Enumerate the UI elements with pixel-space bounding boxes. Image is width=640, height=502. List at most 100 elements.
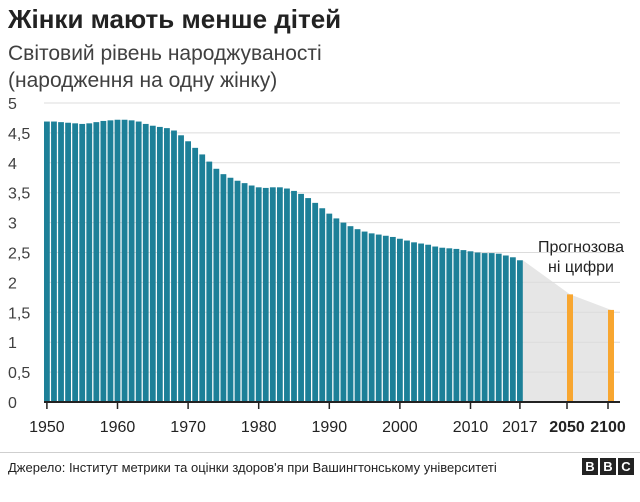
bar-1964 bbox=[142, 123, 149, 403]
bar-1967 bbox=[164, 128, 170, 402]
bar-1982 bbox=[269, 187, 276, 402]
forecast-bar-2050 bbox=[567, 294, 573, 402]
x-tick-label: 2100 bbox=[590, 419, 626, 436]
y-tick-label: 0,5 bbox=[8, 365, 30, 382]
x-tick-label: 1960 bbox=[100, 419, 136, 436]
bar-1990 bbox=[326, 213, 333, 402]
forecast-annotation: Прогнозова bbox=[538, 239, 624, 256]
x-tick-label: 2010 bbox=[453, 419, 489, 436]
bar-1955 bbox=[79, 123, 86, 403]
y-tick-label: 5 bbox=[8, 96, 17, 113]
chart-subtitle: Світовий рівень народжуваності (народжен… bbox=[8, 40, 322, 94]
x-tick-label: 1970 bbox=[170, 419, 206, 436]
bar-1950 bbox=[44, 121, 50, 403]
bar-1965 bbox=[149, 125, 156, 402]
bar-2014 bbox=[495, 253, 502, 402]
bar-1973 bbox=[206, 161, 213, 402]
bar-2013 bbox=[488, 253, 495, 402]
bar-1972 bbox=[199, 154, 206, 402]
y-tick-label: 1 bbox=[8, 335, 17, 352]
bar-2017 bbox=[517, 260, 523, 402]
bar-1997 bbox=[375, 234, 382, 402]
x-tick-label: 1980 bbox=[241, 419, 277, 436]
bar-2016 bbox=[509, 257, 516, 402]
y-tick-label: 3,5 bbox=[8, 186, 30, 203]
bar-1995 bbox=[361, 231, 368, 402]
chart-title: Жінки мають менше дітей bbox=[8, 4, 342, 34]
y-tick-label: 0 bbox=[8, 395, 17, 412]
bar-1978 bbox=[241, 183, 248, 402]
bar-1984 bbox=[284, 188, 290, 402]
y-tick-label: 3 bbox=[8, 216, 17, 233]
bar-1958 bbox=[100, 120, 107, 402]
y-tick-label: 1,5 bbox=[8, 305, 30, 322]
bar-1999 bbox=[389, 236, 396, 402]
forecast-area bbox=[522, 260, 611, 402]
bbc-logo-letter: C bbox=[618, 458, 634, 475]
bar-1971 bbox=[192, 147, 199, 402]
bar-1954 bbox=[72, 123, 79, 402]
bar-1962 bbox=[128, 120, 135, 402]
x-tick-label: 2050 bbox=[549, 419, 585, 436]
bbc-logo-letter: B bbox=[582, 458, 598, 475]
bar-1993 bbox=[347, 226, 354, 402]
bar-1970 bbox=[185, 141, 191, 402]
fertility-chart: 0 0,5 1 1,5 2 2,5 3 3,5 4 4,5 5 1950 1960 1970 1980 199… bbox=[8, 96, 626, 436]
bar-2008 bbox=[453, 248, 460, 402]
bar-1992 bbox=[340, 222, 347, 402]
bar-1966 bbox=[156, 126, 163, 403]
bar-1981 bbox=[262, 187, 269, 402]
bbc-logo-letter: B bbox=[600, 458, 616, 475]
forecast-annotation: ні цифри bbox=[548, 259, 614, 276]
bar-2010 bbox=[467, 251, 474, 402]
forecast-bar-2100 bbox=[608, 309, 614, 402]
bar-2001 bbox=[404, 240, 410, 402]
bar-1968 bbox=[171, 130, 177, 402]
bar-1991 bbox=[333, 218, 340, 402]
bar-1998 bbox=[382, 235, 389, 402]
x-tick-label: 1950 bbox=[29, 419, 65, 436]
bar-1956 bbox=[86, 123, 93, 402]
bar-1986 bbox=[298, 193, 304, 402]
bar-1988 bbox=[312, 202, 319, 402]
x-tick-label: 2017 bbox=[502, 419, 538, 436]
bar-1961 bbox=[121, 119, 128, 402]
bbc-logo: B B C bbox=[582, 458, 634, 475]
bar-1959 bbox=[107, 120, 114, 402]
y-tick-label: 4 bbox=[8, 156, 17, 173]
bar-1963 bbox=[135, 121, 142, 403]
bar-1969 bbox=[178, 135, 184, 403]
footer: Джерело: Інститут метрики та оцінки здор… bbox=[0, 452, 640, 483]
bar-1977 bbox=[234, 180, 241, 402]
bar-1951 bbox=[51, 121, 57, 403]
bar-1960 bbox=[114, 119, 121, 402]
bar-2011 bbox=[474, 252, 481, 402]
bar-1985 bbox=[291, 190, 297, 402]
bar-1979 bbox=[248, 185, 255, 402]
bar-1980 bbox=[255, 187, 262, 402]
bar-2012 bbox=[481, 253, 488, 402]
x-tick-label: 2000 bbox=[382, 419, 418, 436]
y-tick-label: 4,5 bbox=[8, 126, 30, 143]
bar-2006 bbox=[439, 247, 446, 402]
subtitle-line-2: (народження на одну жінку) bbox=[8, 69, 278, 92]
bar-1976 bbox=[227, 177, 234, 402]
y-tick-label: 2,5 bbox=[8, 246, 30, 263]
bar-1987 bbox=[305, 198, 312, 402]
bar-2009 bbox=[460, 250, 467, 402]
bar-2000 bbox=[397, 238, 403, 402]
bar-2007 bbox=[446, 248, 453, 402]
subtitle-line-1: Світовий рівень народжуваності bbox=[8, 42, 322, 65]
bar-1996 bbox=[368, 233, 375, 402]
bar-2015 bbox=[502, 255, 509, 402]
bar-1989 bbox=[319, 208, 326, 402]
y-tick-label: 2 bbox=[8, 275, 17, 292]
bar-1953 bbox=[65, 122, 71, 402]
source-note: Джерело: Інститут метрики та оцінки здор… bbox=[8, 460, 497, 475]
bar-1994 bbox=[354, 229, 361, 402]
bar-2002 bbox=[411, 242, 417, 402]
bar-1974 bbox=[213, 168, 220, 402]
bar-1957 bbox=[93, 122, 100, 403]
x-tick-label: 1990 bbox=[312, 419, 348, 436]
bar-2003 bbox=[418, 243, 424, 402]
